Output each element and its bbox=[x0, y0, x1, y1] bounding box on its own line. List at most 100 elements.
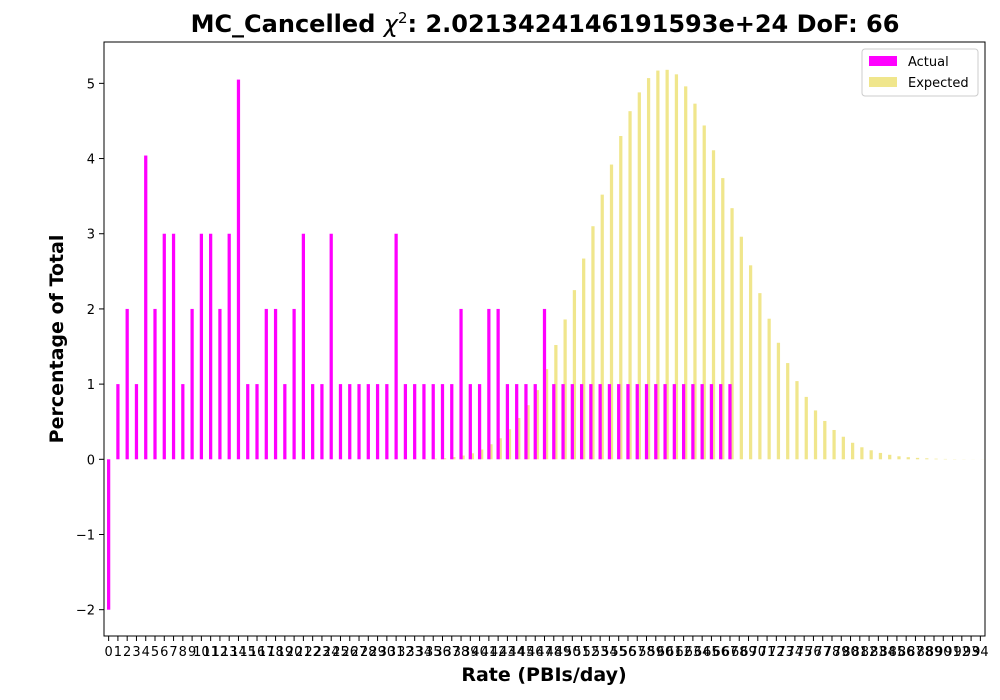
bar-expected-59 bbox=[656, 70, 660, 460]
x-tick-label: 18 bbox=[267, 645, 284, 660]
bar-actual-1 bbox=[116, 384, 120, 460]
x-tick-label: 94 bbox=[972, 645, 989, 660]
bar-actual-26 bbox=[348, 384, 352, 460]
x-tick-label: 20 bbox=[286, 645, 303, 660]
x-tick-label: 53 bbox=[592, 645, 609, 660]
x-tick-label: 43 bbox=[499, 645, 516, 660]
x-tick-label: 14 bbox=[230, 645, 247, 660]
x-tick-label: 68 bbox=[731, 645, 748, 660]
x-tick-label: 75 bbox=[796, 645, 813, 660]
x-tick-label: 55 bbox=[610, 645, 627, 660]
bar-expected-87 bbox=[915, 457, 920, 460]
bar-expected-36 bbox=[442, 458, 447, 460]
x-tick-label: 17 bbox=[258, 645, 275, 660]
bar-actual-59 bbox=[654, 384, 658, 460]
chart-title: MC_Cancelled χ2: 2.0213424146191593e+24 … bbox=[191, 9, 900, 38]
bar-actual-17 bbox=[264, 308, 268, 460]
bar-actual-3 bbox=[134, 384, 139, 460]
bar-expected-38 bbox=[461, 455, 465, 460]
x-tick-label: 51 bbox=[573, 645, 590, 660]
bar-actual-53 bbox=[598, 384, 602, 460]
x-axis: 0 1 2 3 4 5 6 7 8 9101112131415161718192021222324… bbox=[104, 636, 989, 660]
x-tick-label: 29 bbox=[369, 645, 386, 660]
bar-actual-6 bbox=[162, 233, 166, 460]
x-tick-label: 84 bbox=[879, 645, 896, 660]
bar-actual-4 bbox=[144, 155, 148, 460]
bar-expected-47 bbox=[544, 369, 549, 460]
x-tick-label: 11 bbox=[202, 645, 219, 660]
bar-actual-5 bbox=[153, 308, 157, 460]
x-tick-label: 0 bbox=[104, 645, 112, 660]
bar-expected-82 bbox=[869, 450, 873, 460]
x-tick-label: 5 bbox=[151, 645, 159, 660]
bar-actual-57 bbox=[635, 384, 639, 460]
bar-expected-89 bbox=[934, 458, 938, 460]
x-tick-label: 8 bbox=[179, 645, 187, 660]
bar-actual-9 bbox=[190, 308, 194, 460]
bar-actual-35 bbox=[431, 384, 435, 460]
y-tick-label: −2 bbox=[76, 604, 95, 619]
bar-expected-70 bbox=[758, 293, 762, 460]
bar-expected-57 bbox=[637, 92, 641, 460]
x-tick-label: 83 bbox=[870, 645, 887, 660]
bar-actual-13 bbox=[227, 233, 231, 460]
bar-actual-31 bbox=[394, 233, 398, 460]
x-tick-label: 57 bbox=[629, 645, 646, 660]
bar-expected-77 bbox=[823, 420, 827, 460]
x-tick-label: 31 bbox=[388, 645, 405, 660]
x-tick-label: 60 bbox=[657, 645, 674, 660]
bar-expected-40 bbox=[480, 449, 484, 460]
x-tick-label: 69 bbox=[740, 645, 757, 660]
x-tick-label: 78 bbox=[824, 645, 841, 660]
bar-actual-8 bbox=[181, 384, 185, 460]
bar-expected-51 bbox=[582, 258, 586, 460]
bar-actual-36 bbox=[440, 384, 445, 460]
bar-expected-75 bbox=[804, 396, 808, 460]
x-tick-label: 63 bbox=[685, 645, 702, 660]
x-tick-label: 49 bbox=[555, 645, 572, 660]
x-tick-label: 90 bbox=[935, 645, 952, 660]
x-tick-label: 4 bbox=[142, 645, 150, 660]
bar-expected-46 bbox=[535, 390, 539, 460]
x-tick-label: 36 bbox=[434, 645, 451, 660]
x-tick-label: 19 bbox=[277, 645, 294, 660]
x-tick-label: 50 bbox=[564, 645, 581, 660]
bar-actual-11 bbox=[209, 233, 213, 460]
x-tick-label: 85 bbox=[889, 645, 906, 660]
bar-actual-52 bbox=[589, 384, 593, 460]
bar-actual-60 bbox=[663, 384, 667, 460]
x-axis-label: Rate (PBIs/day) bbox=[461, 664, 626, 686]
bar-actual-48 bbox=[552, 384, 556, 460]
x-tick-label: 24 bbox=[323, 645, 340, 660]
bar-actual-10 bbox=[199, 233, 203, 460]
x-tick-label: 41 bbox=[481, 645, 498, 660]
y-tick-label: 1 bbox=[87, 378, 95, 393]
bar-actual-43 bbox=[505, 384, 510, 460]
bar-actual-58 bbox=[644, 384, 649, 460]
bar-expected-86 bbox=[906, 457, 910, 460]
x-tick-label: 47 bbox=[536, 645, 553, 660]
bar-actual-2 bbox=[125, 308, 129, 460]
bar-expected-83 bbox=[878, 452, 883, 460]
bar-actual-32 bbox=[403, 384, 408, 460]
x-tick-label: 44 bbox=[508, 645, 525, 660]
bar-actual-22 bbox=[311, 384, 315, 460]
bar-expected-44 bbox=[517, 417, 521, 460]
x-tick-label: 72 bbox=[768, 645, 785, 660]
bar-actual-45 bbox=[524, 384, 528, 460]
bar-actual-42 bbox=[496, 308, 500, 460]
bar-expected-60 bbox=[665, 69, 669, 460]
bar-expected-45 bbox=[526, 405, 530, 460]
bar-actual-25 bbox=[338, 384, 343, 460]
x-tick-label: 74 bbox=[787, 645, 804, 660]
bar-actual-46 bbox=[533, 384, 537, 460]
bar-expected-74 bbox=[795, 381, 799, 460]
x-tick-label: 91 bbox=[944, 645, 961, 660]
bar-expected-69 bbox=[748, 265, 753, 460]
x-tick-label: 16 bbox=[249, 645, 266, 660]
x-tick-label: 93 bbox=[963, 645, 980, 660]
legend-label-expected: Expected bbox=[908, 76, 969, 91]
bar-actual-61 bbox=[672, 384, 676, 460]
x-tick-label: 3 bbox=[132, 645, 140, 660]
